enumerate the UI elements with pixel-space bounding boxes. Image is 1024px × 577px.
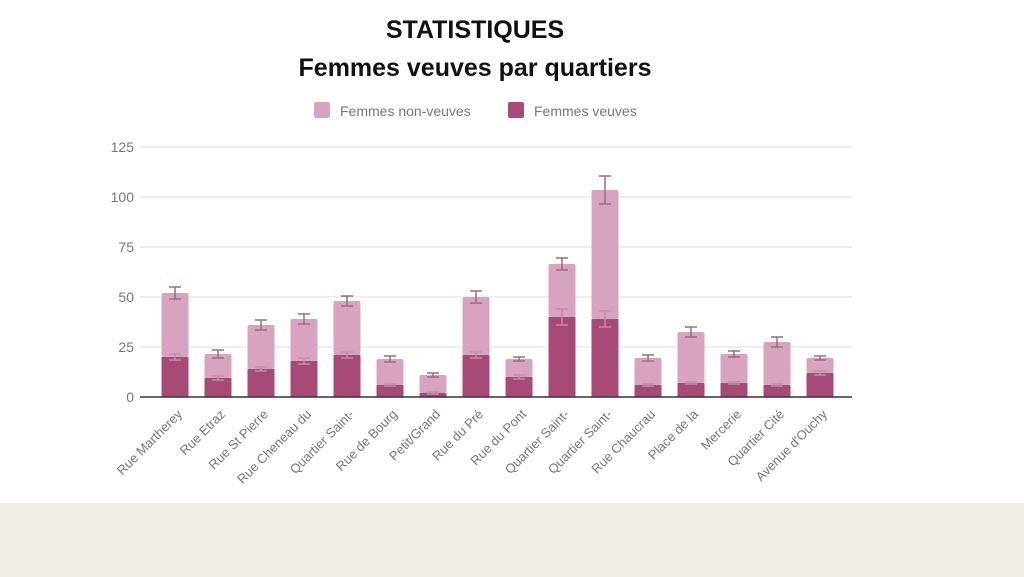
bar-non-veuves xyxy=(763,342,791,385)
bar-veuves xyxy=(720,383,748,397)
bar-veuves xyxy=(204,378,232,397)
bar-non-veuves xyxy=(204,354,232,378)
bar-veuves xyxy=(376,385,404,397)
y-tick-label: 0 xyxy=(126,389,134,405)
bar-non-veuves xyxy=(290,319,318,361)
bar-veuves xyxy=(806,373,834,397)
legend-swatch-non-veuves xyxy=(314,102,330,118)
bar-veuves xyxy=(634,385,662,397)
bar-veuves xyxy=(419,393,447,397)
bar-non-veuves xyxy=(591,190,619,319)
bar-veuves xyxy=(290,361,318,397)
bar-veuves xyxy=(462,355,490,397)
bar-non-veuves xyxy=(548,264,576,317)
bar-non-veuves xyxy=(806,358,834,373)
chart-subtitle: Femmes veuves par quartiers xyxy=(298,54,652,82)
chart-title: STATISTIQUES xyxy=(385,16,565,44)
bar-veuves xyxy=(333,355,361,397)
bar-non-veuves xyxy=(419,375,447,393)
x-tick-label: Rue Martherey xyxy=(114,406,186,478)
legend-swatch-veuves xyxy=(508,102,524,118)
bar-non-veuves xyxy=(333,301,361,355)
bar-veuves xyxy=(677,383,705,397)
legend-label-veuves: Femmes veuves xyxy=(534,103,637,119)
bar-veuves xyxy=(763,385,791,397)
bar-veuves xyxy=(247,369,275,397)
bar-non-veuves xyxy=(634,358,662,385)
bar-non-veuves xyxy=(376,359,404,385)
y-tick-label: 125 xyxy=(111,139,135,155)
bar-non-veuves xyxy=(161,293,189,357)
bar-non-veuves xyxy=(462,297,490,355)
legend-label-non-veuves: Femmes non-veuves xyxy=(340,103,471,119)
x-tick-label: Rue Cheneau du xyxy=(234,407,314,487)
bar-non-veuves xyxy=(720,354,748,383)
bar-veuves xyxy=(161,357,189,397)
bar-veuves xyxy=(591,319,619,397)
y-tick-label: 100 xyxy=(111,189,135,205)
y-tick-label: 50 xyxy=(118,289,134,305)
bar-veuves xyxy=(505,377,533,397)
bar-non-veuves xyxy=(247,325,275,369)
y-tick-label: 25 xyxy=(118,339,134,355)
bar-veuves xyxy=(548,317,576,397)
y-tick-label: 75 xyxy=(118,239,134,255)
footer-band xyxy=(0,503,1024,577)
bar-non-veuves xyxy=(677,332,705,383)
bar-non-veuves xyxy=(505,359,533,377)
